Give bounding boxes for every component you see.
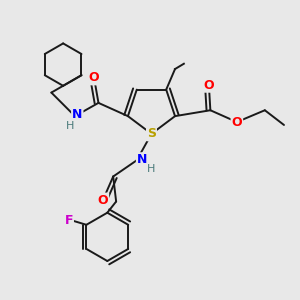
Text: O: O <box>232 116 242 128</box>
Text: O: O <box>98 194 108 207</box>
Text: O: O <box>89 71 99 84</box>
Text: O: O <box>204 79 214 92</box>
Text: S: S <box>147 127 156 140</box>
Text: N: N <box>137 153 147 166</box>
Text: F: F <box>64 214 73 227</box>
Text: H: H <box>65 121 74 130</box>
Text: H: H <box>147 164 155 173</box>
Text: N: N <box>72 108 83 121</box>
